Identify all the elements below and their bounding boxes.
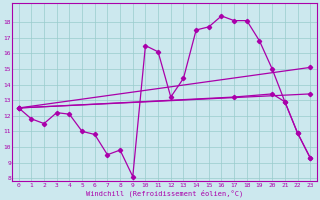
X-axis label: Windchill (Refroidissement éolien,°C): Windchill (Refroidissement éolien,°C) [86,189,243,197]
